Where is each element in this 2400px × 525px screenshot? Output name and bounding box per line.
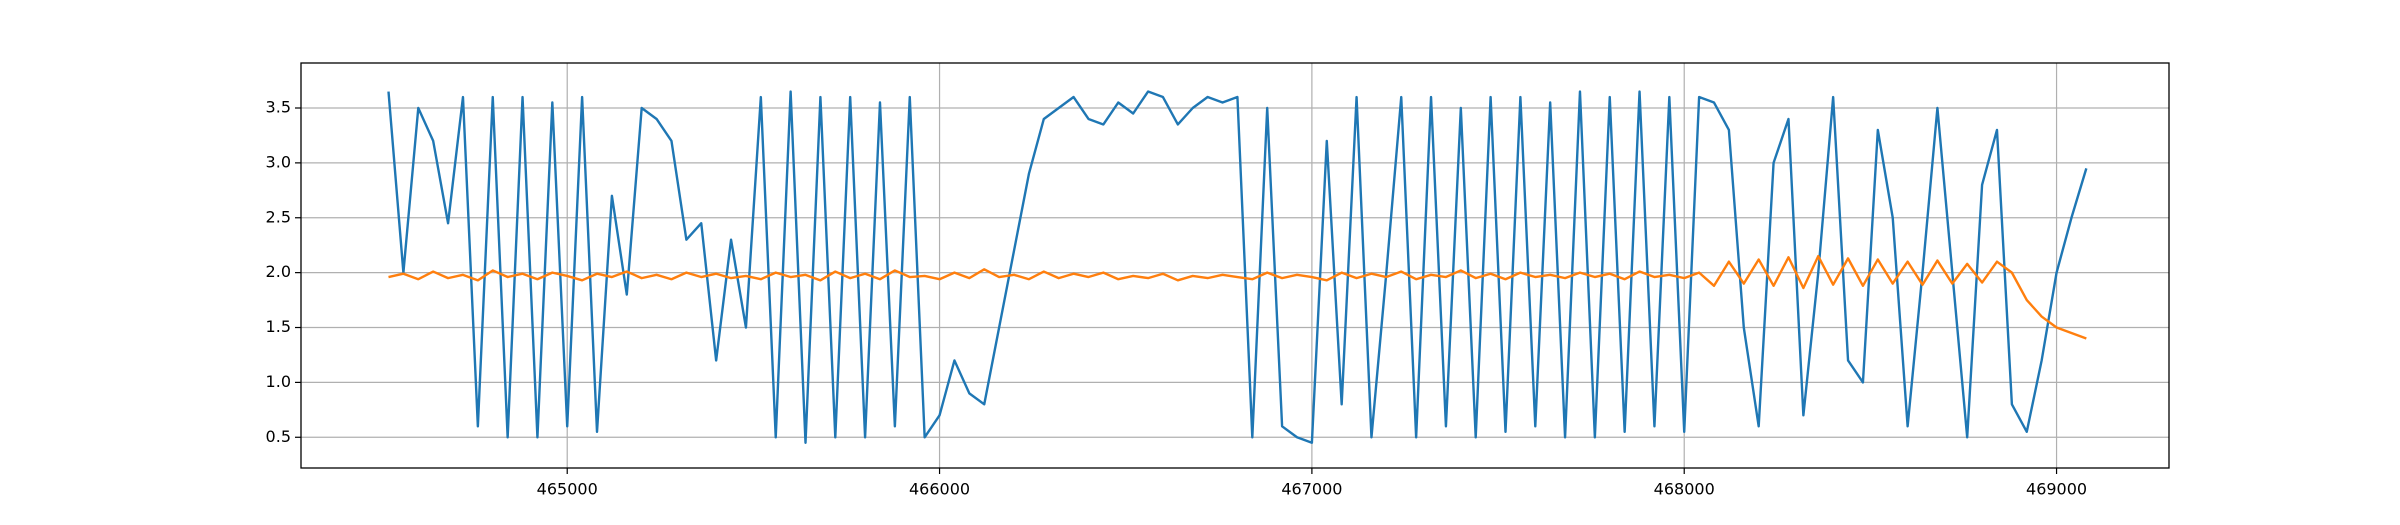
series-line [387, 90, 2088, 444]
y-tick-label: 3.5 [266, 98, 291, 117]
x-tick-label: 467000 [1281, 480, 1342, 499]
y-tick-label: 1.0 [266, 372, 291, 391]
x-tick-label: 469000 [2026, 480, 2087, 499]
plot-frame [300, 62, 2170, 469]
y-tick-label: 0.5 [266, 427, 291, 446]
lines [387, 90, 2088, 444]
x-tick-label: 466000 [909, 480, 970, 499]
y-tick-label: 2.0 [266, 262, 291, 281]
series-line [388, 254, 2087, 340]
grid [301, 63, 2169, 468]
x-tick-label: 468000 [1654, 480, 1715, 499]
y-tick-label: 2.5 [266, 207, 291, 226]
y-tick-label: 3.0 [266, 152, 291, 171]
y-tick-label: 1.5 [266, 317, 291, 336]
x-tick-label: 465000 [537, 480, 598, 499]
